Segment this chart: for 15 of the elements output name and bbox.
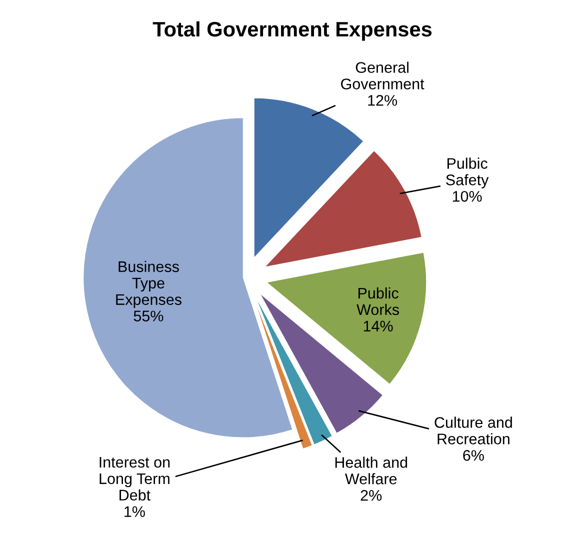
slice-label: Public Works xyxy=(356,287,399,316)
slice-label: General Government xyxy=(341,62,424,90)
data-label: 55% xyxy=(134,310,164,322)
data-label: 6% xyxy=(463,450,484,461)
chart-title: Total Government Expenses xyxy=(152,21,432,41)
slice-label: Interest on Long Term Debt xyxy=(100,456,170,501)
slice-label: Health and Welfare xyxy=(335,456,408,484)
data-label: 12% xyxy=(368,95,398,106)
slice-label: Pulbic Safety xyxy=(446,158,489,188)
slice-label: Business Type Expenses xyxy=(116,260,182,308)
data-label: 14% xyxy=(364,320,393,332)
data-label: 2% xyxy=(360,490,382,501)
data-label: 10% xyxy=(452,190,482,202)
slice-label: Culture and Recreation xyxy=(434,416,512,444)
data-label: 1% xyxy=(124,506,145,517)
